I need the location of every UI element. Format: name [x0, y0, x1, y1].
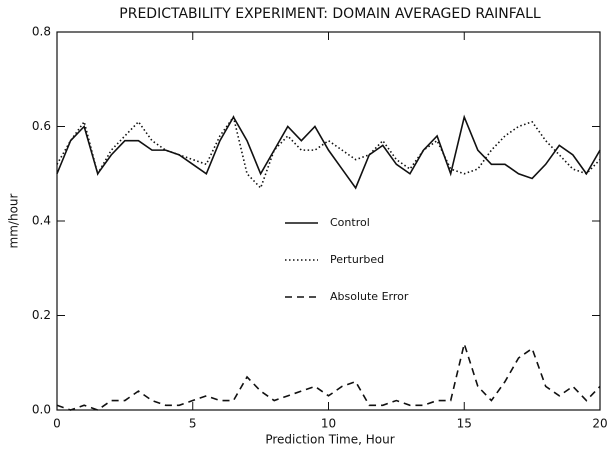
y-tick-label: 0.4 [32, 214, 51, 228]
series-line [56, 114, 601, 190]
y-tick-label: 0.0 [32, 403, 51, 417]
y-axis-title: mm/hour [7, 193, 21, 248]
series-line [56, 340, 601, 411]
legend-label: Perturbed [330, 253, 384, 266]
series-line [56, 115, 601, 190]
x-tick-label: 5 [189, 417, 197, 431]
y-tick-label: 0.8 [32, 25, 51, 39]
legend-label: Absolute Error [330, 290, 409, 303]
plot-frame [56, 31, 601, 411]
x-tick-label: 0 [53, 417, 61, 431]
x-tick-label: 15 [457, 417, 472, 431]
x-axis-title: Prediction Time, Hour [265, 433, 394, 447]
legend-label: Control [330, 216, 370, 229]
y-tick-label: 0.6 [32, 119, 51, 133]
x-tick-label: 10 [321, 417, 336, 431]
y-tick-label: 0.2 [32, 308, 51, 322]
x-tick-label: 20 [592, 417, 607, 431]
chart-title: PREDICTABILITY EXPERIMENT: DOMAIN AVERAG… [119, 6, 541, 22]
